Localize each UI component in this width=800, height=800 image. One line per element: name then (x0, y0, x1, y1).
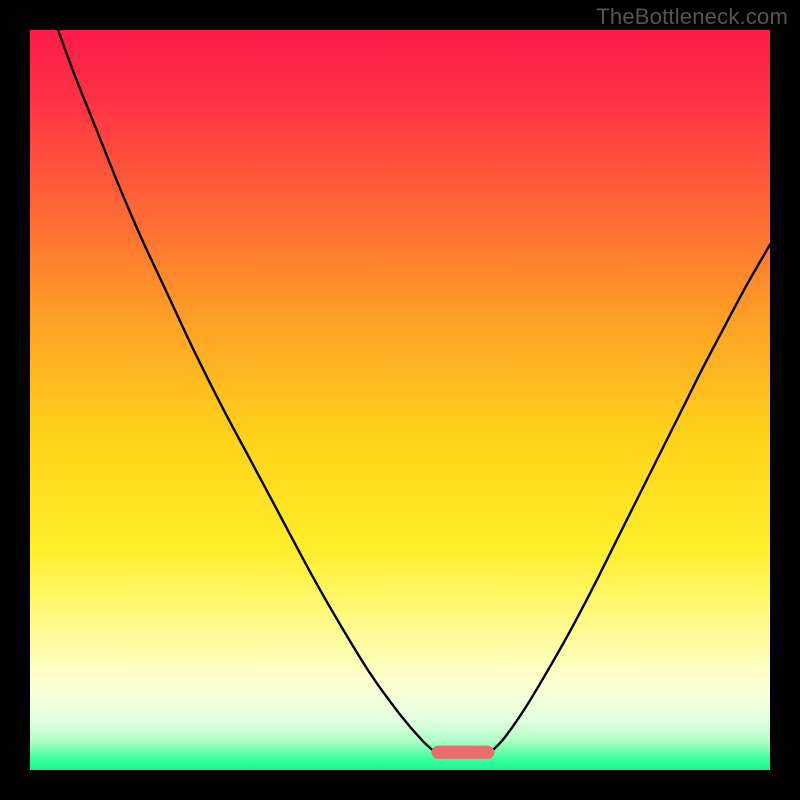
plot-background (30, 30, 770, 770)
chart-container: { "watermark": "TheBottleneck.com", "wat… (0, 0, 800, 800)
bottleneck-chart (0, 0, 800, 800)
watermark-text: TheBottleneck.com (596, 4, 788, 30)
optimal-zone-marker (431, 746, 494, 759)
